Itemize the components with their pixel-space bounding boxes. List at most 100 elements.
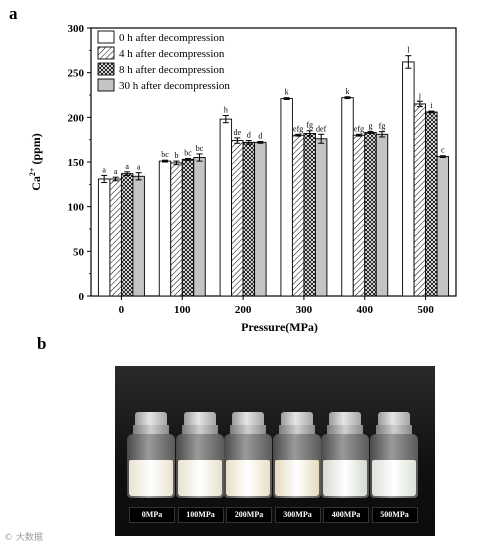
bottle-body — [175, 434, 224, 498]
bar — [402, 61, 415, 297]
panel-a-label: a — [9, 4, 18, 23]
milk-liquid — [371, 460, 416, 496]
bottle-cap — [280, 412, 313, 426]
x-tick-label: 0 — [119, 304, 125, 316]
legend-swatch — [97, 46, 115, 60]
significance-label: a — [102, 165, 106, 174]
significance-label: c — [441, 146, 445, 155]
significance-label: bc — [196, 144, 204, 153]
bar — [303, 132, 316, 297]
y-tick-label: 250 — [68, 68, 85, 80]
bottle-neck — [375, 425, 412, 435]
bar — [291, 134, 305, 297]
sample-bottle — [272, 412, 321, 498]
sample-bottle — [369, 412, 418, 498]
bottle-neck — [133, 425, 169, 435]
milk-liquid — [129, 460, 173, 496]
bar — [97, 178, 111, 297]
significance-label: k — [285, 88, 289, 97]
x-tick-label: 400 — [357, 304, 374, 316]
bottle-neck — [278, 425, 315, 435]
bottle-body — [127, 434, 175, 498]
significance-label: a — [114, 167, 118, 176]
significance-label: k — [346, 87, 350, 96]
bottle-body — [224, 434, 272, 498]
bar — [158, 160, 172, 297]
significance-label: de — [234, 128, 242, 137]
bottle-body — [321, 434, 369, 498]
x-tick-label: 300 — [296, 304, 313, 316]
legend-entry: 8 h after decompression — [119, 64, 225, 76]
bar — [425, 111, 438, 297]
watermark: © 大数据 — [4, 533, 43, 543]
chart-legend: 0 h after decompression 4 h after decompr… — [97, 30, 230, 92]
significance-label: d — [258, 131, 262, 140]
legend-entry: 0 h after decompression — [119, 32, 225, 44]
bar — [132, 175, 145, 297]
bottle-body — [369, 434, 418, 498]
bar — [254, 141, 267, 297]
significance-label: efg — [354, 124, 364, 133]
milk-samples-photo: 0MPa 100MPa 200MPa 300MPa 400MPa 500MPa — [115, 366, 435, 536]
bar — [219, 118, 233, 297]
bar — [341, 97, 354, 297]
sample-bottle — [224, 412, 272, 498]
sample-bottle — [175, 412, 224, 498]
x-tick-label: 500 — [417, 304, 434, 316]
sample-bottle — [321, 412, 369, 498]
significance-label: bc — [184, 148, 192, 157]
bottle-cap — [329, 412, 361, 426]
significance-label: fg — [379, 122, 386, 131]
legend-swatch — [97, 62, 115, 76]
bar — [436, 156, 450, 297]
pressure-label-plate: 500MPa — [371, 507, 418, 523]
y-axis-label: Ca2+ (ppm) — [28, 133, 43, 191]
significance-label: g — [369, 122, 373, 131]
y-tick-label: 300 — [68, 23, 85, 35]
y-tick-label: 0 — [79, 291, 85, 303]
y-tick-label: 100 — [68, 202, 85, 214]
bar — [242, 141, 256, 297]
bottle-neck — [181, 425, 218, 435]
legend-swatch — [97, 30, 115, 44]
significance-label: d — [247, 131, 251, 140]
bar — [364, 132, 377, 297]
significance-label: def — [316, 124, 327, 133]
bar — [280, 98, 293, 297]
bar — [170, 162, 183, 297]
significance-label: bc — [161, 150, 169, 159]
bar — [314, 138, 328, 297]
legend-entry: 4 h after decompression — [119, 48, 225, 60]
bar-chart: 0 50 100 150 200 250 300 Ca2+ (ppm) Pressure(MPa… — [28, 23, 457, 334]
pressure-label-plate: 400MPa — [323, 507, 369, 523]
panel-b-label: b — [37, 334, 47, 353]
y-tick-label: 150 — [68, 157, 85, 169]
bottle-cap — [183, 412, 216, 426]
bar — [375, 133, 389, 297]
legend-entry: 30 h after decompression — [119, 80, 230, 92]
significance-label: fg — [306, 121, 313, 130]
significance-label: l — [407, 46, 410, 55]
bottle-cap — [135, 412, 167, 426]
significance-label: a — [125, 162, 129, 171]
legend-swatch — [97, 78, 115, 92]
bar — [109, 178, 122, 297]
pressure-label-plate: 300MPa — [274, 507, 321, 523]
bar — [352, 134, 366, 297]
milk-liquid — [177, 460, 222, 496]
milk-liquid — [323, 460, 367, 496]
y-tick-label: 50 — [73, 246, 85, 258]
x-axis-label: Pressure(MPa) — [241, 320, 318, 334]
significance-label: a — [137, 163, 141, 172]
bar — [120, 173, 134, 297]
pressure-label-plate: 200MPa — [226, 507, 272, 523]
x-tick-label: 200 — [235, 304, 252, 316]
milk-liquid — [226, 460, 270, 496]
bar — [181, 158, 195, 297]
chart-axes: 0 50 100 150 200 250 300 Ca2+ (ppm) Pressure(MPa… — [28, 23, 457, 334]
bar — [193, 157, 206, 297]
significance-label: j — [418, 91, 421, 100]
bottle-body — [272, 434, 321, 498]
significance-label: efg — [293, 124, 303, 133]
